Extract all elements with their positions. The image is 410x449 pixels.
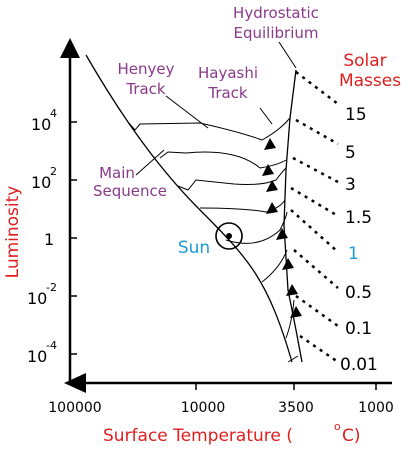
track-1 [225, 211, 288, 244]
y-ticks [70, 121, 77, 355]
sun-label: Sun [178, 238, 210, 258]
mass-value-5: 5 [345, 143, 356, 163]
y-tick-label-1e4: 10 4 [31, 107, 57, 134]
x-tick-label-100000: 100000 [48, 400, 101, 416]
x-tick-label-3500: 3500 [278, 400, 314, 416]
track-3 [177, 167, 287, 191]
main-sequence-line [85, 54, 293, 363]
svg-text:10: 10 [27, 347, 47, 366]
svg-text:-2: -2 [46, 281, 57, 294]
arrowhead [286, 284, 298, 296]
arrowhead [290, 306, 302, 318]
annotation-leaders [135, 41, 297, 176]
arrowhead [262, 164, 274, 176]
arrowhead [266, 180, 278, 192]
solar-masses-label-2: Masses [339, 71, 401, 91]
sun-symbol [215, 222, 243, 250]
svg-text:Surface Temperature (: Surface Temperature ( [103, 426, 293, 446]
arrowhead [266, 202, 278, 214]
svg-text:C): C) [342, 426, 361, 446]
mass-value-3: 3 [345, 175, 356, 195]
x-axis-title: Surface Temperature ( o C) [103, 420, 361, 446]
arrowhead [282, 258, 294, 270]
y-axis-title: Luminosity [3, 186, 23, 279]
mass-leaders [290, 71, 339, 364]
mass-value-15: 15 [345, 105, 367, 125]
x-tick-label-1000: 1000 [358, 400, 394, 416]
mass-value-0-01: 0.01 [340, 355, 378, 375]
svg-text:o: o [334, 420, 341, 433]
hayashi-label-1: Hayashi [198, 64, 258, 82]
henyey-label-1: Henyey [118, 60, 175, 78]
x-tick-label-10000: 10000 [181, 400, 226, 416]
y-tick-label-1e2: 10 2 [31, 165, 57, 192]
track-0-01 [287, 355, 299, 363]
hayashi-label-2: Track [207, 84, 248, 102]
solar-masses-label-1: Solar [343, 51, 386, 71]
svg-text:10: 10 [27, 289, 47, 308]
main-sequence-label-2: Sequence [93, 182, 167, 200]
y-tick-label-1e-4: 10 -4 [27, 339, 57, 366]
track-arrowheads [262, 138, 302, 318]
svg-text:2: 2 [50, 165, 57, 178]
hydrostatic-label-1: Hydrostatic [233, 4, 319, 22]
y-tick-label-1: 1 [44, 230, 54, 249]
evolution-tracks [127, 117, 299, 363]
track-0-5 [261, 249, 288, 283]
track-5 [159, 151, 287, 169]
svg-text:1: 1 [44, 230, 54, 249]
main-sequence-label-1: Main [99, 164, 135, 182]
track-0-1 [285, 299, 295, 339]
track-1-5 [199, 199, 286, 213]
x-axis-arrow [64, 373, 86, 393]
mass-value-1: 1 [348, 244, 359, 264]
henyey-label-2: Track [125, 80, 166, 98]
track-15 [127, 117, 291, 141]
svg-text:-4: -4 [46, 339, 57, 352]
arrowhead [276, 228, 288, 240]
svg-text:10: 10 [31, 115, 51, 134]
mass-value-0-5: 0.5 [345, 283, 372, 303]
svg-text:10: 10 [31, 173, 51, 192]
hydrostatic-label-2: Equilibrium [234, 24, 319, 42]
mass-value-0-1: 0.1 [345, 319, 372, 339]
y-tick-label-1e-2: 10 -2 [27, 281, 57, 308]
x-ticks [195, 383, 377, 390]
y-axis-arrow [60, 38, 80, 58]
svg-text:4: 4 [50, 107, 57, 120]
mass-value-1-5: 1.5 [345, 208, 372, 228]
arrowhead [264, 138, 276, 150]
